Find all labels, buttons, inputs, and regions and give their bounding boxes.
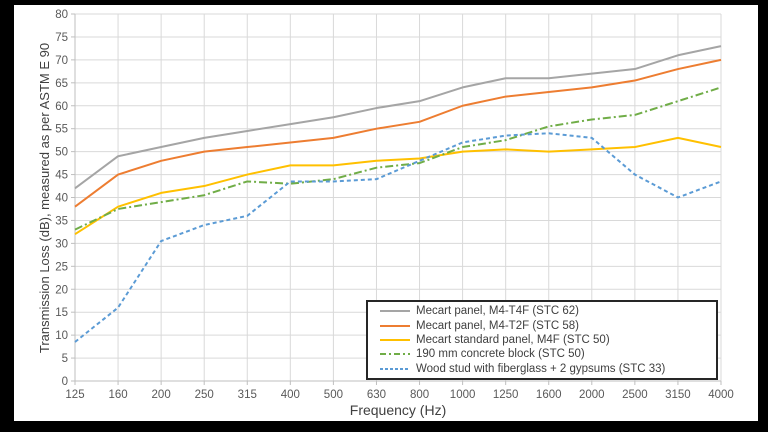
y-tick-label: 50 (55, 147, 68, 159)
y-tick-label: 30 (55, 238, 68, 250)
y-tick-label: 65 (55, 78, 68, 90)
legend-item: Mecart panel, M4-T2F (STC 58) (380, 319, 712, 333)
y-tick-label: 55 (55, 124, 68, 136)
x-tick-label: 630 (367, 389, 386, 401)
legend-label: 190 mm concrete block (STC 50) (416, 348, 585, 361)
y-tick-label: 25 (55, 261, 68, 273)
x-tick-label: 250 (195, 389, 214, 401)
y-tick-label: 70 (55, 55, 68, 67)
legend-line-sample-gray (380, 310, 410, 313)
y-tick-label: 75 (55, 32, 68, 44)
legend-item: Wood stud with fiberglass + 2 gypsums (S… (380, 362, 712, 376)
series-line-4 (74, 132, 722, 343)
legend-line-sample-blue-dashed (380, 367, 410, 370)
y-tick-label: 80 (55, 9, 68, 21)
y-axis-title: Transmission Loss (dB), measured as per … (37, 42, 52, 354)
series-line-0 (74, 45, 722, 190)
y-tick-label: 0 (62, 376, 68, 388)
x-tick-label: 500 (324, 389, 343, 401)
y-tick-label: 35 (55, 215, 68, 227)
x-tick-label: 3150 (665, 389, 691, 401)
legend-item: Mecart panel, M4-T4F (STC 62) (380, 304, 712, 318)
y-tick-label: 60 (55, 101, 68, 113)
x-tick-label: 160 (108, 389, 127, 401)
legend-label: Mecart panel, M4-T2F (STC 58) (416, 319, 579, 332)
x-tick-label: 1600 (536, 389, 562, 401)
x-tick-label: 2000 (579, 389, 605, 401)
x-tick-label: 200 (152, 389, 171, 401)
y-tick-label: 20 (55, 284, 68, 296)
y-tick-label: 45 (55, 170, 68, 182)
y-tick-label: 15 (55, 307, 68, 319)
x-tick-label: 125 (65, 389, 84, 401)
x-tick-label: 800 (410, 389, 429, 401)
y-tick-label: 10 (55, 330, 68, 342)
legend-line-sample-green-dashdot (380, 353, 410, 356)
series-line-3 (74, 86, 722, 231)
legend-line-sample-orange (380, 324, 410, 327)
chart-legend: Mecart panel, M4-T4F (STC 62) Mecart pan… (366, 300, 718, 380)
x-axis-title: Frequency (Hz) (349, 402, 447, 418)
legend-label: Mecart panel, M4-T4F (STC 62) (416, 305, 579, 318)
x-tick-label: 2500 (622, 389, 648, 401)
y-tick-label: 40 (55, 193, 68, 205)
x-tick-label: 315 (238, 389, 257, 401)
series-line-2 (74, 136, 722, 236)
x-tick-label: 4000 (708, 389, 734, 401)
legend-item: 190 mm concrete block (STC 50) (380, 347, 712, 361)
x-tick-label: 1250 (493, 389, 519, 401)
y-tick-label: 5 (62, 353, 68, 365)
legend-item: Mecart standard panel, M4F (STC 50) (380, 333, 712, 347)
legend-label: Wood stud with fiberglass + 2 gypsums (S… (416, 362, 666, 375)
x-tick-label: 400 (281, 389, 300, 401)
series-line-1 (74, 58, 722, 208)
legend-label: Mecart standard panel, M4F (STC 50) (416, 333, 610, 346)
x-tick-label: 1000 (450, 389, 476, 401)
legend-line-sample-yellow (380, 338, 410, 341)
